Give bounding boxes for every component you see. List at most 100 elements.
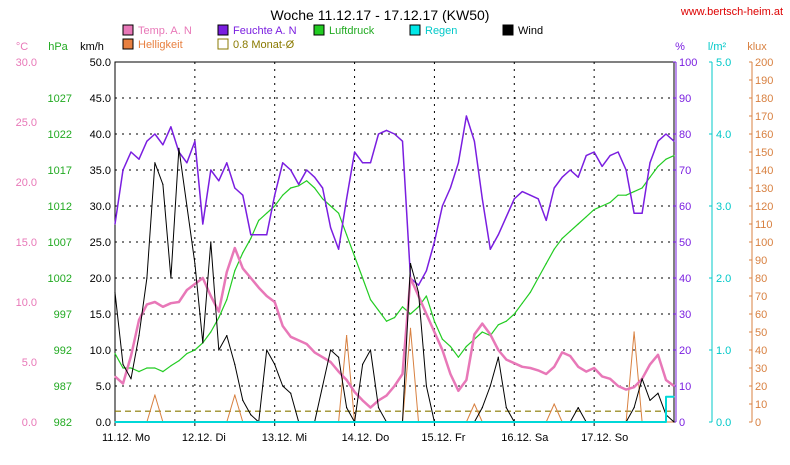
pressure-data-point xyxy=(521,302,523,304)
wind-data-point xyxy=(409,263,412,265)
pressure-tick-label: 1017 xyxy=(48,165,72,177)
pressure-data-point xyxy=(433,320,435,322)
humidity-data-point xyxy=(330,227,332,229)
humidity-data-point xyxy=(657,140,659,142)
humidity-tick-label: 0 xyxy=(679,417,685,429)
pressure-data-point xyxy=(513,313,515,315)
pressure-data-point xyxy=(186,353,188,355)
temp-data-point xyxy=(441,349,443,351)
humidity-data-point xyxy=(226,162,228,164)
brightness-legend-swatch xyxy=(122,38,134,50)
pressure-data-point xyxy=(146,367,148,369)
pressure-data-point xyxy=(322,198,324,200)
wind-data-point xyxy=(274,363,276,365)
pressure-tick-label: 992 xyxy=(54,345,72,357)
rain-legend-label: Regen xyxy=(425,25,457,37)
pressure-data-point xyxy=(138,371,140,373)
wind-data-point xyxy=(489,385,491,387)
temp-data-point xyxy=(561,351,563,353)
website-link[interactable]: www.bertsch-heim.at xyxy=(680,6,783,18)
x-tick-label: 14.12. Do xyxy=(342,432,390,444)
humidity-data-point xyxy=(154,133,156,135)
humidity-tick-label: 40 xyxy=(679,273,691,285)
pressure-data-point xyxy=(481,331,483,333)
pressure-data-point xyxy=(601,205,603,207)
humidity-data-point xyxy=(457,162,459,164)
humidity-data-point xyxy=(625,169,627,171)
wind-data-point xyxy=(202,342,204,344)
temp-data-point xyxy=(569,355,571,357)
humidity-data-point xyxy=(473,140,475,142)
pressure-tick-label: 1012 xyxy=(48,201,72,213)
temp-data-point xyxy=(226,271,228,273)
brightness-data-point xyxy=(234,394,236,396)
humidity-data-point xyxy=(354,151,356,153)
wind-data-point xyxy=(497,356,499,358)
humidity-data-point xyxy=(314,176,316,178)
humidity-data-point xyxy=(585,155,587,157)
pressure-tick-label: 987 xyxy=(54,381,72,393)
pressure-data-point xyxy=(641,187,643,189)
humidity-data-point xyxy=(258,234,260,236)
temp-data-point xyxy=(138,319,140,321)
pressure-data-point xyxy=(673,155,675,157)
rain-tick-label: 3.0 xyxy=(716,201,731,213)
pressure-data-point xyxy=(497,324,499,326)
pressure-data-point xyxy=(258,219,260,221)
wind-legend-label: Wind xyxy=(518,25,543,37)
temp-data-point xyxy=(481,323,483,325)
temp-data-point xyxy=(162,306,164,308)
pressure-tick-label: 982 xyxy=(54,417,72,429)
pressure-data-point xyxy=(298,185,300,187)
x-tick-label: 13.12. Mi xyxy=(262,432,307,444)
pressure-data-point xyxy=(266,212,268,214)
temp-data-point xyxy=(258,287,260,289)
wind-tick-label: 0.0 xyxy=(96,417,111,429)
temp-data-point xyxy=(338,371,340,373)
temp-data-point xyxy=(673,385,675,387)
pressure-data-point xyxy=(362,277,364,279)
pressure-data-point xyxy=(274,205,276,207)
temp-tick-label: 15.0 xyxy=(16,237,37,249)
brightness-tick-label: 70 xyxy=(755,291,767,303)
temp-data-point xyxy=(369,407,372,409)
plot-frame xyxy=(114,61,675,423)
temp-legend-label: Temp. A. N xyxy=(138,25,192,37)
temp-data-point xyxy=(545,373,547,375)
temp-data-point xyxy=(665,379,667,381)
rain-tick-label: 2.0 xyxy=(716,273,731,285)
pressure-data-point xyxy=(377,309,380,311)
pressure-data-point xyxy=(170,365,172,367)
brightness-tick-label: 80 xyxy=(755,273,767,285)
pressure-data-point xyxy=(178,360,180,362)
humidity-data-point xyxy=(537,198,539,200)
temp-data-point xyxy=(649,363,651,365)
brightness-tick-label: 30 xyxy=(755,363,767,375)
wind-data-point xyxy=(377,407,380,409)
rain-axis-unit: l/m² xyxy=(708,41,727,53)
temp-data-point xyxy=(114,375,116,377)
humidity-data-point xyxy=(234,187,236,189)
brightness-tick-label: 90 xyxy=(755,255,767,267)
humidity-data-point xyxy=(290,169,292,171)
wind-data-point xyxy=(162,183,164,185)
brightness-axis-unit: klux xyxy=(747,41,767,53)
rain-tick-label: 5.0 xyxy=(716,57,731,69)
pressure-data-point xyxy=(457,356,459,358)
humidity-data-point xyxy=(529,194,531,196)
brightness-tick-label: 0 xyxy=(755,417,761,429)
brightness-tick-label: 120 xyxy=(755,201,773,213)
humidity-data-point xyxy=(322,187,324,189)
pressure-data-point xyxy=(306,180,308,182)
temp-data-point xyxy=(346,379,348,381)
wind-data-point xyxy=(649,399,651,401)
temp-data-point xyxy=(314,351,316,353)
x-tick-label: 17.12. So xyxy=(581,432,628,444)
humidity-data-point xyxy=(170,126,172,128)
temp-data-point xyxy=(553,366,555,368)
wind-data-point xyxy=(218,349,220,351)
brightness-legend-label: Helligkeit xyxy=(138,39,183,51)
pressure-data-point xyxy=(625,194,627,196)
humidity-data-point xyxy=(186,162,188,164)
